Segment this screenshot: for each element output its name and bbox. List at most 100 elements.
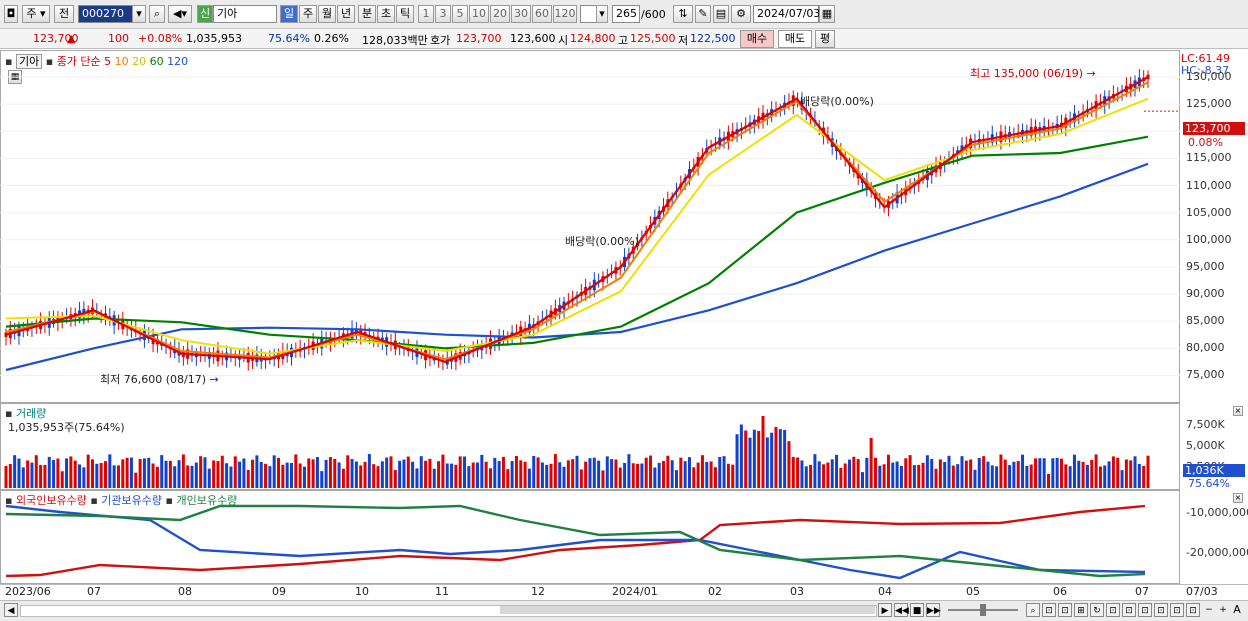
volume-subtitle: 1,035,953주(75.64%) [8, 421, 125, 434]
window-menu-icon[interactable]: ◘ [4, 5, 18, 23]
volume-bar [1034, 458, 1038, 488]
volume-bar [320, 471, 324, 488]
period-year[interactable]: 년 [337, 5, 355, 23]
legend-ma-5[interactable]: 5 [104, 55, 112, 68]
volume-bar [1077, 460, 1081, 488]
volume-bar [268, 466, 272, 488]
volume-bar [264, 463, 268, 488]
tool-icon-6[interactable]: ⊡ [1106, 603, 1120, 617]
volume-close-icon[interactable]: × [1233, 406, 1243, 416]
volume-bar [91, 459, 95, 488]
market-select[interactable]: 주 ▾ [22, 5, 50, 23]
interval-1[interactable]: 1 [418, 5, 434, 23]
legend-ma-label[interactable]: 종가 단순 [56, 55, 101, 68]
price-panel[interactable] [0, 50, 1180, 403]
interval-120[interactable]: 120 [553, 5, 577, 23]
font-size-icon[interactable]: A [1233, 603, 1241, 616]
volume-bar [566, 460, 570, 488]
search-icon[interactable]: ⌕ [149, 5, 165, 23]
period-week[interactable]: 주 [299, 5, 317, 23]
interval-20[interactable]: 20 [490, 5, 510, 23]
tool-icon-8[interactable]: ⊡ [1138, 603, 1152, 617]
legend-ma-20[interactable]: 20 [132, 55, 147, 68]
stop-icon[interactable]: ■ [910, 603, 924, 617]
volume-bar [1116, 457, 1120, 488]
first-icon[interactable]: ◀◀ [894, 603, 909, 617]
volume-bar [1055, 457, 1059, 488]
volume-bar [471, 462, 475, 488]
stock-name-field[interactable]: 기아 [213, 5, 277, 23]
tool-icon-10[interactable]: ⊡ [1170, 603, 1184, 617]
tool-icon-5[interactable]: ↻ [1090, 603, 1104, 617]
legend-institution[interactable]: 기관보유수량 [101, 494, 163, 507]
holding-close-icon[interactable]: × [1233, 493, 1243, 503]
volume-bar [986, 461, 990, 488]
volume-bar [454, 464, 458, 488]
tool-icon-2[interactable]: ⊡ [1042, 603, 1056, 617]
volume-bar [657, 462, 661, 488]
volume-bar [445, 463, 449, 488]
scroll-left-icon[interactable]: ◀ [4, 603, 18, 617]
legend-ma-60[interactable]: 60 [149, 55, 164, 68]
period-month[interactable]: 월 [318, 5, 336, 23]
tool-icon-9[interactable]: ⊡ [1154, 603, 1168, 617]
volume-bar [1064, 464, 1068, 488]
zoom-in-icon[interactable]: + [1219, 605, 1227, 615]
price-change-pct: +0.08% [138, 32, 183, 45]
legend-foreign[interactable]: 외국인보유수량 [15, 494, 87, 507]
legend-individual[interactable]: 개인보유수량 [176, 494, 238, 507]
draw-tools-icon[interactable]: ✎ [695, 5, 711, 23]
zoom-slider-handle[interactable] [980, 604, 986, 616]
interval-3[interactable]: 3 [435, 5, 451, 23]
volume-bar [476, 462, 480, 488]
tool-icon-4[interactable]: ⊞ [1074, 603, 1088, 617]
volume-bar [1111, 456, 1115, 488]
legend-ma-120[interactable]: 120 [167, 55, 189, 68]
quote-bar: 123,700 ▲ 100 +0.08% 1,035,953 75.64% 0.… [0, 29, 1248, 49]
prev-button[interactable]: 전 [54, 5, 74, 23]
date-input[interactable]: 2024/07/03 [753, 5, 820, 23]
gear-icon[interactable]: ⚙ [731, 5, 751, 23]
volume-bar [411, 461, 415, 488]
sell-button[interactable]: 매도 [778, 30, 812, 48]
period-day[interactable]: 일 [280, 5, 298, 23]
legend-stock-name[interactable]: 기아 [15, 54, 43, 69]
chart-tools-icon[interactable]: ⇅ [673, 5, 693, 23]
last-icon[interactable]: ▶▶ [926, 603, 941, 617]
interval-60[interactable]: 60 [532, 5, 552, 23]
volume-bar [372, 464, 376, 488]
legend-ma-10[interactable]: 10 [114, 55, 129, 68]
volume-bar [653, 467, 657, 488]
count-input[interactable]: 265 [612, 5, 640, 23]
period-minute[interactable]: 분 [358, 5, 376, 23]
calendar-icon[interactable]: ▦ [819, 5, 835, 23]
period-second[interactable]: 초 [377, 5, 395, 23]
interval-10[interactable]: 10 [469, 5, 489, 23]
interval-5[interactable]: 5 [452, 5, 468, 23]
volume-bar [956, 464, 960, 488]
save-icon[interactable]: ▤ [713, 5, 729, 23]
code-dropdown-icon[interactable]: ▾ [132, 5, 146, 23]
eval-button[interactable]: 평 [815, 30, 835, 48]
price-ytick: 90,000 [1186, 287, 1225, 301]
holding-panel[interactable] [0, 490, 1180, 584]
zoom-out-icon[interactable]: − [1205, 605, 1213, 615]
volume-bar [346, 455, 350, 488]
custom-interval-dropdown-icon[interactable]: ▾ [596, 5, 608, 23]
tool-icon-11[interactable]: ⊡ [1186, 603, 1200, 617]
low-annotation: 최저 76,600 (08/17) → [100, 373, 219, 386]
buy-button[interactable]: 매수 [740, 30, 774, 48]
stock-code-input[interactable]: 000270 [78, 5, 146, 23]
speaker-icon[interactable]: ◀▾ [168, 5, 192, 23]
tool-icon-3[interactable]: ⊡ [1058, 603, 1072, 617]
scroll-thumb[interactable] [500, 606, 875, 614]
date-axis [0, 584, 1248, 601]
interval-30[interactable]: 30 [511, 5, 531, 23]
magnifier-icon[interactable]: ⌕ [1026, 603, 1040, 617]
volume-bar [588, 458, 592, 488]
tool-icon-7[interactable]: ⊡ [1122, 603, 1136, 617]
period-tick[interactable]: 틱 [396, 5, 414, 23]
scroll-right-icon[interactable]: ▶ [878, 603, 892, 617]
volume-bar [856, 459, 860, 488]
volume-bar [78, 464, 82, 488]
